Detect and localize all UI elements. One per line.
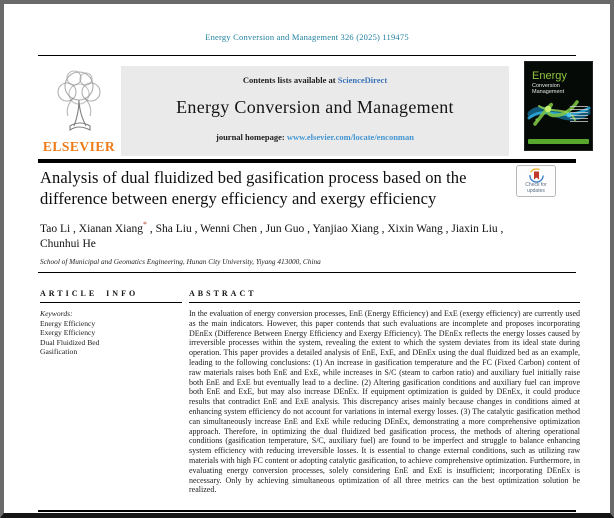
authors-after-marker: , Sha Liu , Wenni Chen , Jun Guo , Yanji… [40,222,504,250]
cover-subtitle-line2: Management [532,89,565,95]
authors-before-marker: Tao Li , Xianan Xiang [40,222,143,235]
keyword-item: Energy Efficiency [40,318,96,328]
cover-editor-lines [570,106,588,124]
cover-subtitle-line1: Conversion [532,83,560,89]
elsevier-logo[interactable]: ELSEVIER [40,64,118,158]
sciencedirect-link[interactable]: ScienceDirect [337,75,388,85]
elsevier-wordmark: ELSEVIER [42,139,116,154]
contents-line-prefix: Contents lists available at [242,75,338,85]
badge-label-line1: Check for [525,182,547,188]
homepage-link[interactable]: www.elsevier.com/locate/enconman [286,132,414,142]
journal-cover-thumbnail[interactable]: Energy Conversion Management [524,61,593,151]
cover-title: Energy [532,70,567,82]
badge-label: Check for updates [517,182,555,194]
abstract-column: ABSTRACT In the evaluation of energy con… [189,289,580,495]
article-title: Analysis of dual fluidized bed gasificat… [40,168,467,208]
article-info-rule [40,302,182,303]
article-info-heading: ARTICLE INFO [40,289,139,298]
header-thick-rule [38,159,576,163]
article-info-column: ARTICLE INFO Keywords: Energy Efficiency… [40,289,182,357]
journal-citation[interactable]: Energy Conversion and Management 326 (20… [205,32,409,42]
check-for-updates-badge[interactable]: Check for updates [516,165,556,197]
contents-line: Contents lists available at ScienceDirec… [121,75,509,85]
keyword-item: Exergy Efficiency [40,328,96,338]
keywords-label: Keywords: [40,309,73,318]
homepage-line: journal homepage: www.elsevier.com/locat… [121,132,509,142]
cover-flame-art [527,100,591,126]
header-top-rule [38,55,576,56]
corresponding-author-marker[interactable]: * [142,220,147,229]
journal-title: Energy Conversion and Management [176,97,454,117]
affiliation: School of Municipal and Geomatics Engine… [40,257,321,266]
abstract-text: In the evaluation of energy conversion p… [189,309,580,495]
badge-label-line2: updates [527,187,545,194]
homepage-label: journal homepage: [215,132,287,142]
abstract-rule [189,302,580,303]
journal-header-box: Contents lists available at ScienceDirec… [121,66,509,156]
elsevier-tree-icon [57,70,101,132]
keyword-item: Dual Fluidized Bed [40,337,100,347]
cover-subtitle: Conversion Management [532,83,564,95]
abstract-heading: ABSTRACT [189,289,257,298]
title-block-bottom-rule [38,272,576,273]
page-bottom-rule [38,510,576,512]
author-list: Tao Li , Xianan Xiang* , Sha Liu , Wenni… [40,217,508,252]
check-for-updates-icon [528,168,544,183]
keyword-item: Gasification [40,347,78,357]
cover-green-bar [528,139,589,144]
